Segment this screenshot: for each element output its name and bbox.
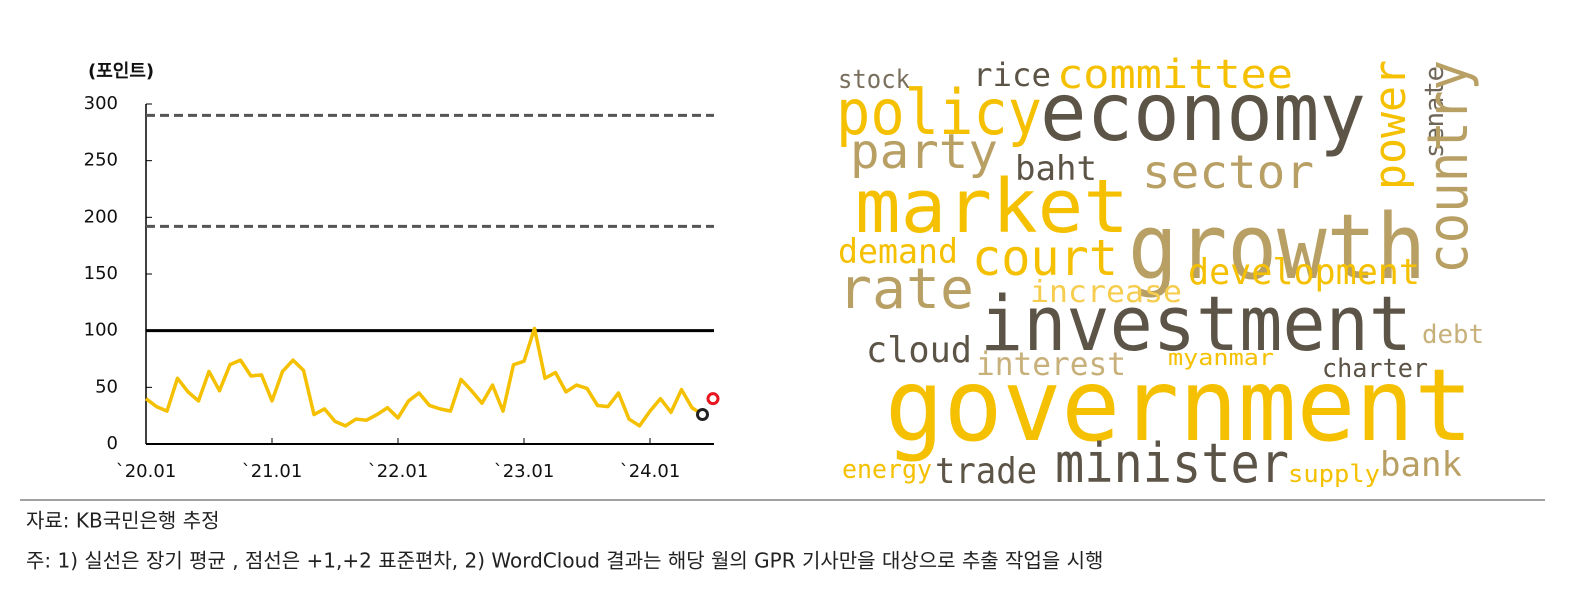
y-axis-label: (포인트) [88, 61, 154, 82]
word: committee [1057, 52, 1293, 98]
word: market [855, 164, 1129, 250]
y-tick-label: 150 [84, 263, 118, 284]
word: investment [980, 279, 1412, 368]
word: baht [1015, 149, 1097, 189]
data-point [706, 392, 720, 406]
word: senate [1420, 66, 1450, 158]
word: demand [838, 232, 958, 272]
data-point [696, 408, 709, 422]
word: country [1416, 60, 1481, 274]
y-tick-label: 200 [84, 206, 118, 227]
word: growth [1128, 195, 1426, 300]
x-tick-label: `22.01 [368, 461, 429, 482]
word: increase [1030, 275, 1182, 310]
word: stock [838, 65, 910, 95]
y-tick-label: 100 [84, 320, 118, 341]
footnote: 주: 1) 실선은 장기 평균 , 점선은 +1,+2 표준편차, 2) Wor… [26, 549, 1103, 573]
word: policy [836, 76, 1042, 149]
word: minister [1055, 432, 1289, 495]
word: cloud [866, 330, 972, 371]
word: rate [838, 257, 974, 322]
word: energy [842, 455, 932, 485]
x-tick-label: `21.01 [242, 461, 303, 482]
word: interest [976, 345, 1126, 383]
word: court [972, 229, 1118, 287]
y-tick-label: 0 [107, 433, 118, 454]
word: supply [1288, 460, 1380, 488]
word: debt [1422, 320, 1484, 350]
word: bank [1380, 445, 1462, 485]
x-tick-label: `23.01 [494, 461, 555, 482]
data-line [144, 326, 704, 428]
word: power [1365, 60, 1416, 190]
word: rice [973, 56, 1051, 94]
word: development [1188, 252, 1420, 293]
y-tick-label: 50 [95, 376, 118, 397]
word: sector [1142, 145, 1314, 199]
word: party [850, 124, 998, 180]
y-tick-label: 300 [84, 93, 118, 114]
y-tick-label: 250 [84, 150, 118, 171]
source-note: 자료: KB국민은행 추정 [26, 509, 220, 533]
word: charter [1322, 354, 1428, 384]
word: government [885, 347, 1473, 464]
x-tick-label: `20.01 [116, 461, 177, 482]
word: economy [1040, 66, 1366, 159]
x-tick-label: `24.01 [620, 461, 681, 482]
word: myanmar [1168, 346, 1274, 371]
word: trade [935, 451, 1037, 492]
